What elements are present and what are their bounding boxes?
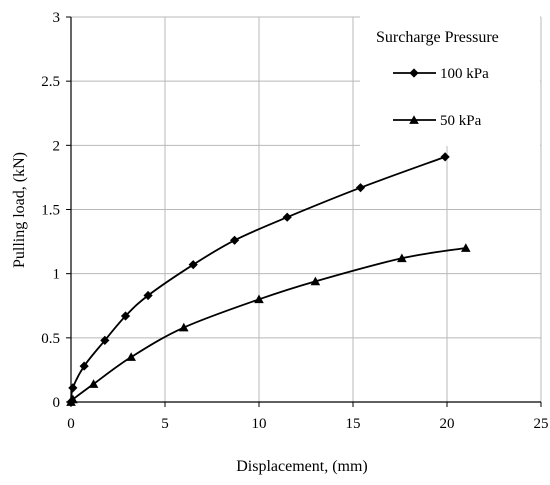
data-point [440, 152, 450, 162]
data-point [461, 243, 471, 252]
data-point [229, 235, 240, 245]
y-tick-label: 1 [53, 267, 61, 283]
y-tick-label: 3 [53, 10, 61, 26]
legend-entry-100-kpa: 100 kPa [393, 66, 489, 82]
series-50-kpa [66, 243, 471, 406]
data-point [355, 183, 366, 193]
y-tick-label: 2.5 [41, 74, 60, 90]
y-tick-label: 0.5 [41, 331, 60, 347]
data-point [79, 361, 89, 371]
x-axis-title: Displacement, (mm) [236, 458, 368, 475]
legend-marker [409, 68, 419, 78]
x-tick-label: 25 [534, 416, 549, 432]
tick-labels: 0 5 10 15 20 25 0 0.5 1 1.5 2 2.5 3 [41, 10, 548, 432]
legend-title: Surcharge Pressure [376, 29, 499, 46]
y-tick-label: 2 [53, 138, 61, 154]
data-point [143, 290, 153, 301]
x-tick-label: 0 [67, 416, 75, 432]
data-point [254, 294, 264, 304]
data-point [397, 253, 407, 263]
data-point [310, 276, 321, 286]
series-line-50-kpa [69, 247, 466, 403]
data-point [126, 352, 136, 361]
series-line-100-kpa [70, 156, 446, 403]
legend-entry-50-kpa: 50 kPa [393, 113, 482, 129]
data-point [282, 212, 292, 222]
legend-label: 50 kPa [440, 113, 482, 129]
y-tick-label: 0 [53, 395, 61, 411]
x-tick-label: 10 [252, 416, 267, 432]
data-point [179, 322, 189, 332]
legend: Surcharge Pressure 100 kPa 50 kPa [360, 16, 540, 146]
series-100-kpa [66, 152, 450, 407]
data-point [188, 260, 198, 270]
data-point [68, 394, 78, 404]
legend-marker [409, 115, 419, 124]
legend-items: 100 kPa 50 kPa [393, 66, 489, 129]
y-axis-title: Pulling load, (kN) [11, 152, 28, 268]
legend-label: 100 kPa [440, 66, 489, 82]
axes [66, 16, 542, 407]
y-tick-label: 1.5 [41, 203, 60, 219]
legend-box [360, 16, 540, 146]
x-tick-label: 5 [161, 416, 169, 432]
data-point [68, 383, 78, 393]
data-point [100, 335, 110, 345]
x-tick-label: 20 [440, 416, 455, 432]
data-point [88, 379, 99, 388]
series-layer [66, 152, 471, 407]
x-tick-label: 15 [346, 416, 361, 432]
data-point [120, 311, 131, 321]
